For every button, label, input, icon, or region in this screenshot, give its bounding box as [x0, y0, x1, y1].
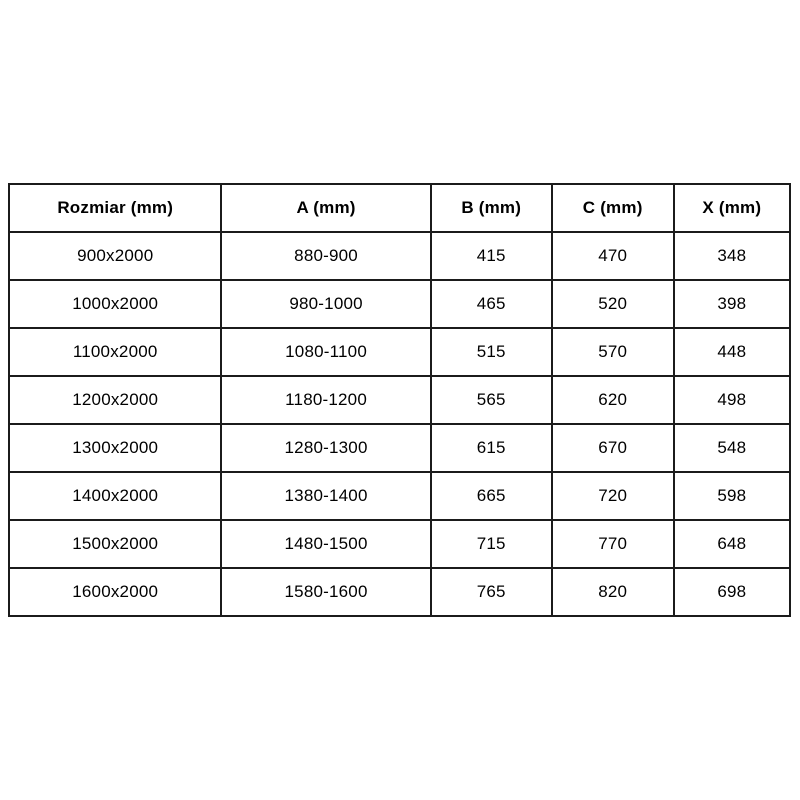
table-cell: 1400x2000	[7, 471, 223, 521]
table-header-row: Rozmiar (mm) A (mm) B (mm) C (mm) X (mm)	[7, 183, 792, 233]
table-cell: 715	[429, 519, 553, 569]
table-cell: 665	[429, 471, 553, 521]
table-cell: 470	[550, 231, 675, 281]
table-cell: 980-1000	[220, 279, 432, 329]
table-cell: 598	[672, 471, 792, 521]
table-cell: 465	[429, 279, 553, 329]
header-cell-rozmiar: Rozmiar (mm)	[7, 183, 223, 233]
table-row: 1200x2000 1180-1200 565 620 498	[7, 375, 792, 425]
table-cell: 1580-1600	[220, 567, 432, 617]
table-row: 1500x2000 1480-1500 715 770 648	[7, 519, 792, 569]
header-cell-x: X (mm)	[672, 183, 792, 233]
table-cell: 1080-1100	[220, 327, 432, 377]
table-cell: 570	[550, 327, 675, 377]
table-cell: 620	[550, 375, 675, 425]
table-cell: 1180-1200	[220, 375, 432, 425]
table-cell: 1480-1500	[220, 519, 432, 569]
table-cell: 1280-1300	[220, 423, 432, 473]
table-cell: 1300x2000	[7, 423, 223, 473]
size-table-body: 900x2000 880-900 415 470 348 1000x2000 980-100…	[7, 231, 792, 617]
table-cell: 765	[429, 567, 553, 617]
table-cell: 448	[672, 327, 792, 377]
table-cell: 1600x2000	[7, 567, 223, 617]
header-cell-c: C (mm)	[550, 183, 675, 233]
table-row: 900x2000 880-900 415 470 348	[7, 231, 792, 281]
table-cell: 1200x2000	[7, 375, 223, 425]
header-cell-a: A (mm)	[220, 183, 432, 233]
table-row: 1600x2000 1580-1600 765 820 698	[7, 567, 792, 617]
header-cell-b: B (mm)	[429, 183, 553, 233]
table-cell: 615	[429, 423, 553, 473]
table-cell: 770	[550, 519, 675, 569]
table-cell: 670	[550, 423, 675, 473]
table-cell: 565	[429, 375, 553, 425]
table-cell: 820	[550, 567, 675, 617]
table-cell: 415	[429, 231, 553, 281]
table-cell: 515	[429, 327, 553, 377]
table-row: 1000x2000 980-1000 465 520 398	[7, 279, 792, 329]
table-row: 1400x2000 1380-1400 665 720 598	[7, 471, 792, 521]
table-row: 1300x2000 1280-1300 615 670 548	[7, 423, 792, 473]
table-cell: 1500x2000	[7, 519, 223, 569]
table-row: 1100x2000 1080-1100 515 570 448	[7, 327, 792, 377]
table-cell: 520	[550, 279, 675, 329]
table-cell: 348	[672, 231, 792, 281]
table-cell: 900x2000	[7, 231, 223, 281]
table-cell: 1380-1400	[220, 471, 432, 521]
table-cell: 648	[672, 519, 792, 569]
table-cell: 548	[672, 423, 792, 473]
table-cell: 1000x2000	[7, 279, 223, 329]
size-table: Rozmiar (mm) A (mm) B (mm) C (mm) X (mm)…	[7, 183, 792, 617]
table-cell: 498	[672, 375, 792, 425]
table-cell: 398	[672, 279, 792, 329]
table-cell: 880-900	[220, 231, 432, 281]
table-cell: 698	[672, 567, 792, 617]
table-cell: 720	[550, 471, 675, 521]
table-cell: 1100x2000	[7, 327, 223, 377]
